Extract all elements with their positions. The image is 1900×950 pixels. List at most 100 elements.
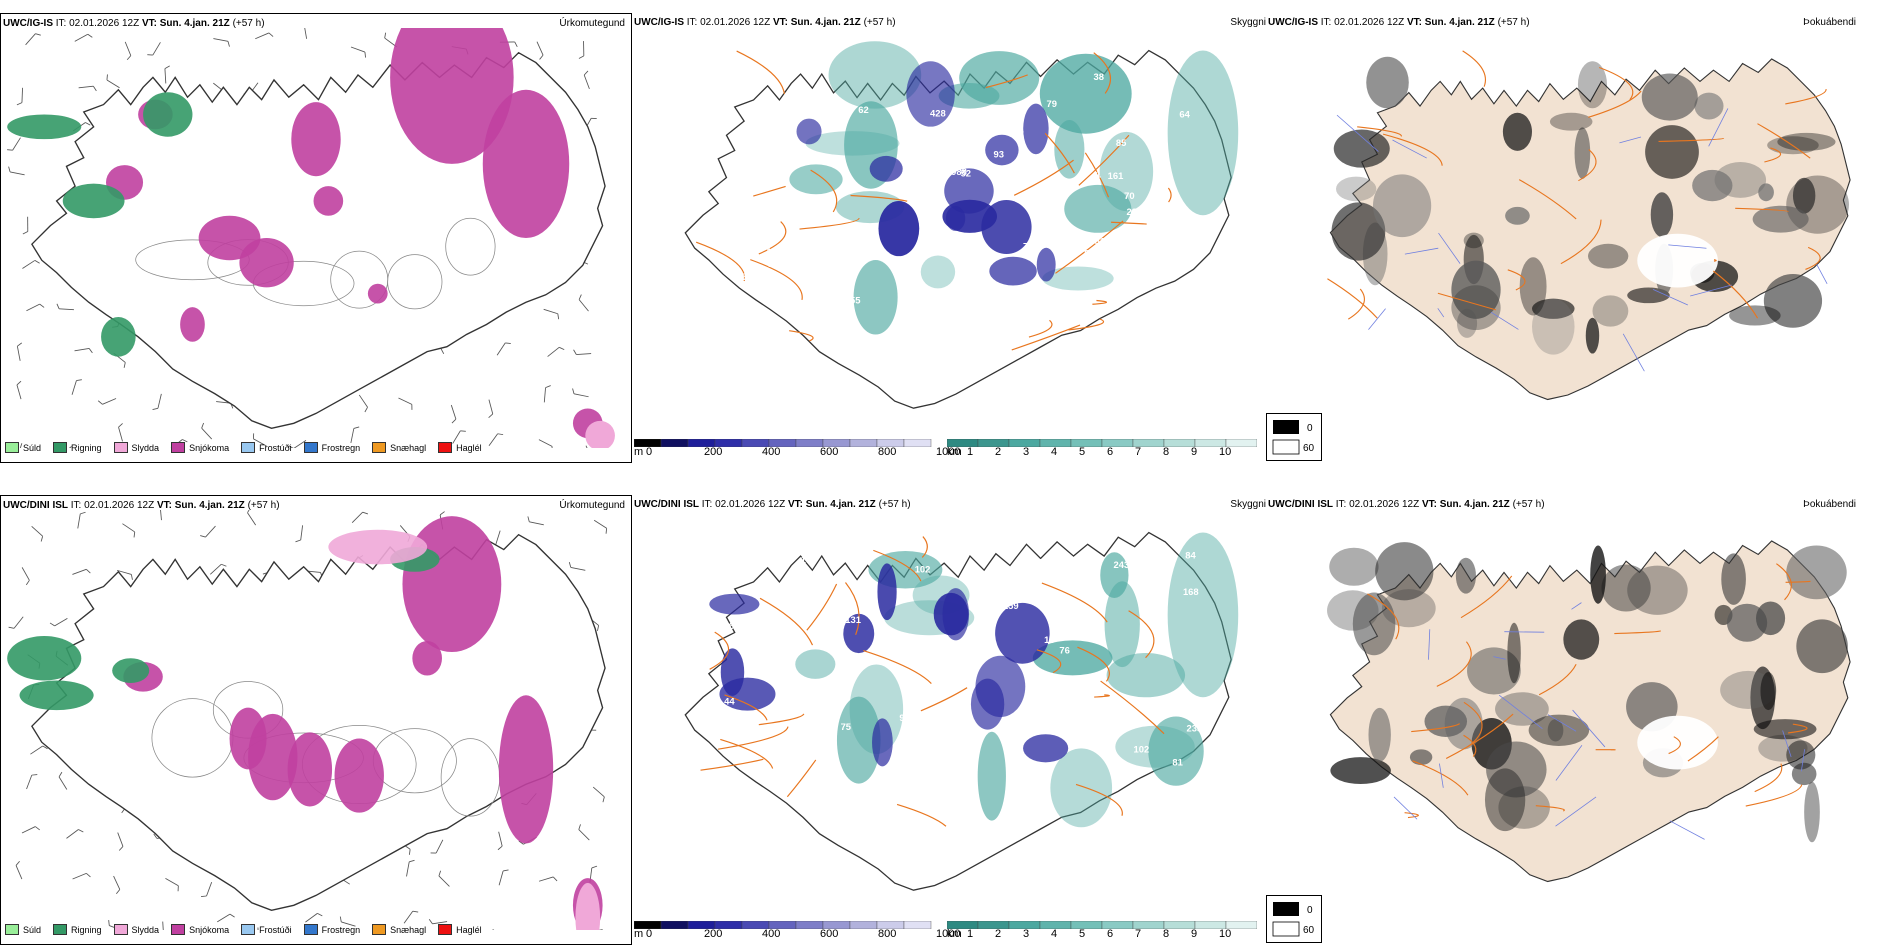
wind-barb-icon — [452, 430, 466, 444]
road-line — [1785, 580, 1811, 583]
legend-item: Frostúði — [241, 924, 292, 935]
ceiling-value-label: 58 — [1039, 294, 1049, 305]
wind-barb-icon — [578, 41, 585, 59]
snow-area — [229, 707, 267, 770]
visibility-tick: 1 — [967, 928, 974, 940]
fog-area — [1641, 73, 1698, 121]
river-line — [1816, 264, 1828, 284]
wind-barb-icon — [547, 346, 565, 357]
road-line — [1805, 246, 1821, 270]
visibility-area — [1032, 640, 1113, 676]
ceiling-value-label: 259 — [1003, 600, 1019, 611]
river-line — [1404, 247, 1439, 255]
wind-barb-icon — [305, 912, 323, 923]
valid-time: Sun. 4.jan. 21Z — [1439, 499, 1510, 510]
road-line — [1463, 701, 1483, 748]
wind-barb-icon — [255, 32, 274, 40]
river-line — [1800, 749, 1806, 772]
road-line — [1044, 132, 1075, 174]
wind-barb-icon — [122, 523, 136, 538]
road-line — [1735, 207, 1789, 213]
fog-area — [1507, 622, 1521, 684]
ceiling-colorbar-gradient — [633, 920, 932, 930]
wind-barb-icon — [74, 348, 93, 354]
road-line — [1092, 299, 1107, 305]
colorbar-step — [849, 438, 878, 448]
ceiling-value-label: 93 — [994, 149, 1004, 160]
road-line — [1785, 88, 1827, 105]
fog-map — [1327, 540, 1851, 883]
fog-area — [1372, 174, 1432, 238]
legend-item: Frostregn — [303, 924, 360, 935]
legend-swatch — [372, 442, 387, 453]
precip-legend: Súld Rigning Slydda Snjókoma Frostúði Frostre… — [5, 924, 482, 935]
legend-swatch — [5, 442, 19, 453]
road-line — [1013, 159, 1074, 196]
wind-barb-icon — [31, 525, 44, 542]
visibility-tick: 5 — [1079, 928, 1086, 940]
legend-item: Haglél — [438, 924, 482, 935]
ceiling-area — [1036, 247, 1056, 282]
road-line — [786, 759, 817, 798]
visibility-area — [853, 260, 898, 335]
road-line — [806, 583, 838, 631]
road-line — [1460, 575, 1513, 619]
ceiling-tick: 600 — [820, 928, 839, 940]
river-line — [1555, 796, 1597, 827]
river-line — [1336, 114, 1379, 152]
valid-time: Sun. 4.jan. 21Z — [159, 18, 230, 29]
wind-barb-icon — [72, 568, 91, 575]
fog-area — [1760, 672, 1777, 711]
colorbar-step — [1070, 920, 1103, 930]
wind-barb-icon — [159, 510, 162, 521]
wind-barb-icon — [147, 42, 161, 56]
fog-tick: 60 — [1303, 925, 1315, 936]
fog-area — [1502, 112, 1532, 151]
fog-area — [1549, 112, 1593, 131]
visibility-area — [1106, 653, 1186, 698]
legend-label: Rigning — [71, 442, 102, 453]
river-line — [1571, 602, 1582, 610]
fog-area — [1333, 129, 1390, 168]
wind-barb-icon — [164, 65, 170, 84]
rain-area — [7, 114, 82, 140]
ceiling-area — [970, 678, 1005, 730]
visibility-tick: 9 — [1191, 928, 1198, 940]
glacier-area — [1637, 233, 1718, 288]
wind-barb-icon — [162, 921, 165, 930]
wind-barb-icon — [210, 563, 227, 575]
visibility-area — [1104, 581, 1140, 668]
visibility-tick: 2 — [995, 928, 1002, 940]
fog-area — [1645, 125, 1699, 179]
fog-area — [1563, 619, 1600, 660]
road-line — [873, 549, 922, 582]
ceiling-area — [869, 155, 903, 182]
wind-barb-icon — [113, 875, 121, 895]
wind-barb-icon — [496, 342, 511, 356]
fog-area — [1752, 205, 1809, 233]
legend-label: Frostregn — [321, 442, 361, 453]
fog-area — [1753, 719, 1817, 740]
fog-tick: 0 — [1307, 905, 1313, 916]
road-line — [896, 803, 947, 827]
road-line — [985, 74, 1028, 89]
lead-time: (+57 h) — [878, 499, 911, 510]
wind-barb-icon — [71, 379, 82, 395]
road-line — [850, 194, 908, 202]
river-line — [1652, 288, 1688, 306]
road-line — [1445, 713, 1514, 760]
wind-barb-icon — [303, 28, 308, 39]
legend-label: Snjókoma — [189, 442, 230, 453]
valid-label: VT: — [787, 499, 803, 510]
road-line — [1382, 133, 1443, 166]
ceiling-colorbar-gradient — [633, 438, 932, 448]
road-line — [1578, 149, 1597, 182]
ceiling-value-label: 73 — [1023, 240, 1033, 251]
panel-header: UWC/IG-IS IT: 02.01.2026 12Z VT: Sun. 4.… — [3, 18, 265, 29]
road-line — [1658, 137, 1725, 143]
legend-swatch — [303, 924, 318, 935]
wind-barb-icon — [253, 433, 267, 447]
ceiling-value-label: 10 — [1052, 198, 1062, 209]
road-line — [1507, 269, 1526, 291]
panel-header: UWC/IG-IS IT: 02.01.2026 12Z VT: Sun. 4.… — [1268, 17, 1530, 28]
